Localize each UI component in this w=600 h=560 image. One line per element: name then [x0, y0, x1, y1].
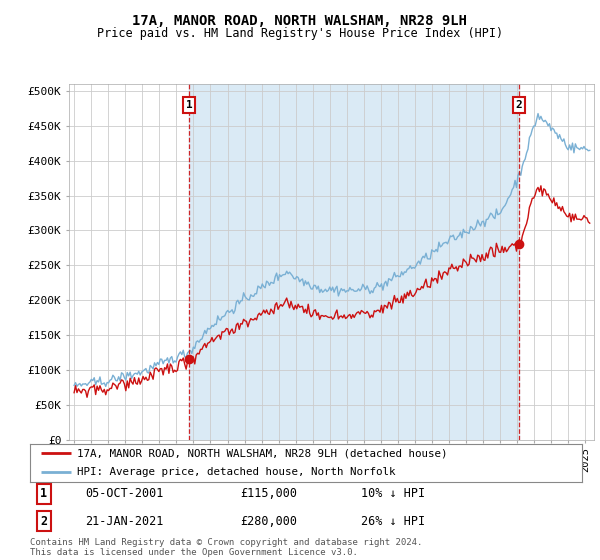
Text: 2: 2 — [40, 515, 47, 528]
Text: Contains HM Land Registry data © Crown copyright and database right 2024.
This d: Contains HM Land Registry data © Crown c… — [30, 538, 422, 557]
Text: 10% ↓ HPI: 10% ↓ HPI — [361, 487, 425, 500]
Text: 1: 1 — [186, 100, 193, 110]
Bar — [189, 84, 519, 440]
Text: 1: 1 — [40, 487, 47, 500]
Text: £115,000: £115,000 — [240, 487, 297, 500]
Text: 2: 2 — [515, 100, 522, 110]
Text: £280,000: £280,000 — [240, 515, 297, 528]
Text: 17A, MANOR ROAD, NORTH WALSHAM, NR28 9LH (detached house): 17A, MANOR ROAD, NORTH WALSHAM, NR28 9LH… — [77, 448, 448, 458]
Text: HPI: Average price, detached house, North Norfolk: HPI: Average price, detached house, Nort… — [77, 467, 395, 477]
Text: 05-OCT-2001: 05-OCT-2001 — [85, 487, 164, 500]
Text: 17A, MANOR ROAD, NORTH WALSHAM, NR28 9LH: 17A, MANOR ROAD, NORTH WALSHAM, NR28 9LH — [133, 14, 467, 28]
Text: Price paid vs. HM Land Registry's House Price Index (HPI): Price paid vs. HM Land Registry's House … — [97, 27, 503, 40]
Text: 21-JAN-2021: 21-JAN-2021 — [85, 515, 164, 528]
Text: 26% ↓ HPI: 26% ↓ HPI — [361, 515, 425, 528]
